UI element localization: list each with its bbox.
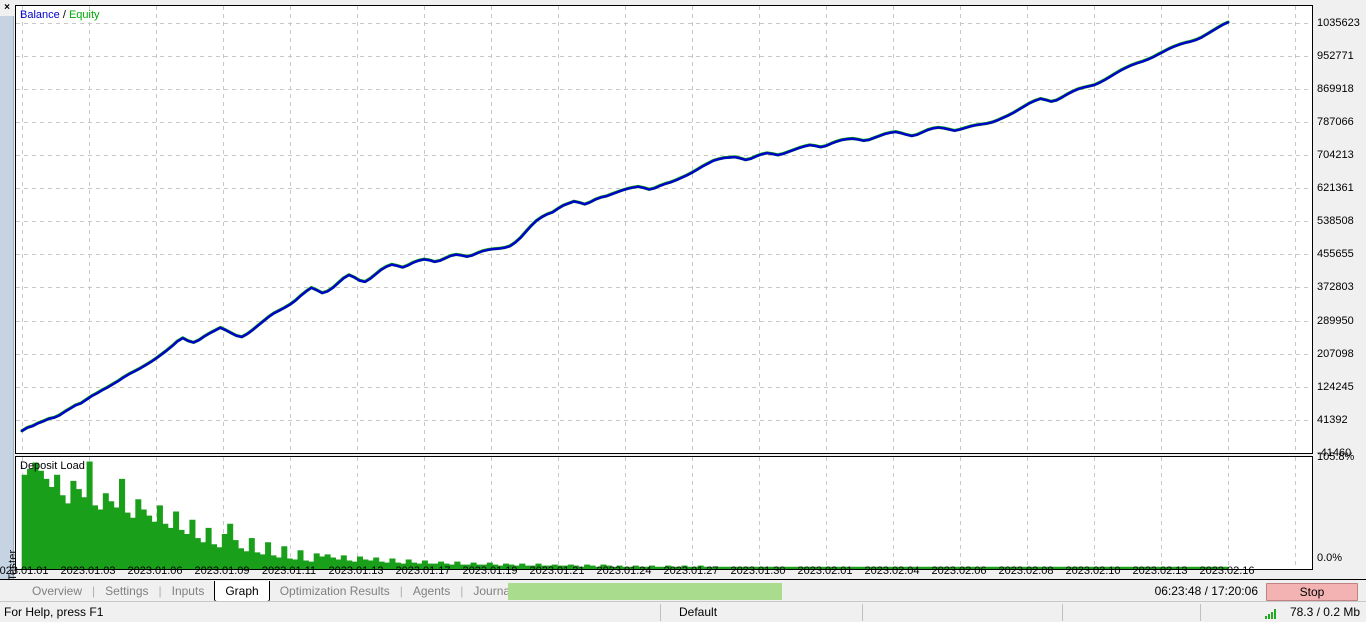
price-scale-label: -41460	[1317, 447, 1352, 459]
deposit-load-plot-svg	[21, 457, 1296, 569]
date-axis-label: 2023.01.06	[127, 565, 183, 577]
date-axis-label: 2023.01.13	[328, 565, 384, 577]
chart-region: Balance / Equity Deposit Load	[15, 5, 1313, 570]
tab-separator: |	[158, 584, 162, 598]
date-axis-label: 2023.02.13	[1132, 565, 1188, 577]
status-divider	[862, 604, 863, 621]
tab-journal[interactable]: Journal	[473, 584, 513, 598]
date-axis-label: 2023.01.17	[395, 565, 451, 577]
tab-agents[interactable]: Agents	[412, 584, 451, 598]
status-help-text: For Help, press F1	[4, 605, 104, 619]
price-scale-label: 124245	[1317, 380, 1354, 393]
price-scale-label: 1035623	[1317, 16, 1360, 29]
series-balance	[20, 21, 1230, 432]
deposit-load-label: Deposit Load	[20, 460, 85, 472]
progress-bar	[508, 583, 1211, 600]
status-bar: For Help, press F1 Default 78.3 / 0.2 Mb	[0, 601, 1366, 622]
date-axis-label: 2023.01.03	[60, 565, 116, 577]
date-axis-label: 2023.01.01	[0, 565, 49, 577]
date-axis-label: 2023.01.30	[730, 565, 786, 577]
date-axis-label: 2023.01.21	[529, 565, 585, 577]
status-memory-label: 78.3 / 0.2 Mb	[1289, 605, 1360, 619]
date-axis-label: 2023.02.04	[864, 565, 920, 577]
signal-bars-icon	[1265, 608, 1278, 619]
price-scale-label: 289950	[1317, 314, 1354, 327]
date-axis-label: 2023.02.06	[931, 565, 987, 577]
tab-inputs[interactable]: Inputs	[171, 584, 205, 598]
date-axis-label: 2023.02.08	[998, 565, 1054, 577]
date-axis-label: 2023.02.01	[797, 565, 853, 577]
chart-legend: Balance / Equity	[20, 9, 100, 21]
price-scale-label: 704213	[1317, 149, 1354, 161]
date-axis-label: 2023.02.16	[1199, 565, 1255, 577]
panel-dock-strip: × Strategy Tester	[0, 0, 19, 622]
status-profile-label: Default	[679, 605, 718, 619]
price-scale-label: 538508	[1317, 215, 1354, 228]
date-axis[interactable]: 2023.01.01 2023.01.03 2023.01.06 2023.01.09…	[0, 565, 1313, 579]
deposit-load-scale-label-min: 0.0%	[1317, 552, 1343, 564]
date-axis-label: 2023.01.09	[194, 565, 250, 577]
date-axis-label: 2023.02.10	[1065, 565, 1121, 577]
price-scale-label: 621361	[1317, 182, 1354, 195]
status-divider	[660, 604, 661, 621]
date-axis-label: 2023.01.27	[663, 565, 719, 577]
legend-equity-label: Equity	[68, 9, 100, 21]
status-divider	[1062, 604, 1063, 621]
tab-optimization-results[interactable]: Optimization Results	[279, 584, 390, 598]
date-axis-label: 2023.01.19	[462, 565, 518, 577]
price-scale-label: 41392	[1317, 413, 1348, 426]
legend-separator: /	[62, 9, 66, 21]
tab-separator: |	[460, 584, 464, 598]
deposit-load-chart[interactable]: Deposit Load	[15, 456, 1313, 570]
deposit-load-scale-label-max: 105.8%	[1317, 451, 1355, 463]
progress-bar-fill	[508, 583, 783, 600]
price-scale-label: 207098	[1317, 347, 1354, 360]
price-scale-label: 869918	[1317, 82, 1354, 95]
price-scale-label: 372803	[1317, 281, 1354, 294]
tester-tabs: Overview | Settings | Inputs Graph Optimizatio…	[22, 581, 523, 602]
elapsed-timer: 06:23:48 / 17:20:06	[1154, 584, 1258, 598]
stop-button[interactable]: Stop	[1266, 583, 1358, 601]
deposit-load-area	[21, 461, 1229, 569]
balance-equity-plot-svg	[16, 6, 1312, 453]
date-axis-label: 2023.01.11	[261, 565, 317, 577]
tab-settings[interactable]: Settings	[105, 584, 149, 598]
price-scale-label: 787066	[1317, 115, 1354, 128]
tab-overview[interactable]: Overview	[32, 584, 83, 598]
close-icon[interactable]: ×	[0, 0, 14, 16]
tab-separator: |	[399, 584, 403, 598]
price-scale-label: 952771	[1317, 49, 1354, 62]
deposit-load-scale[interactable]: 105.8% 0.0%	[1313, 451, 1366, 565]
balance-equity-chart[interactable]: Balance / Equity	[15, 5, 1313, 454]
price-scale[interactable]: 1035623 952771 869918 787066 704213 621361 538…	[1313, 5, 1366, 459]
status-divider	[1200, 604, 1201, 621]
tab-separator: |	[92, 584, 96, 598]
tab-graph[interactable]: Graph	[214, 581, 270, 602]
date-axis-label: 2023.01.24	[596, 565, 652, 577]
price-scale-label: 455655	[1317, 248, 1354, 261]
tester-tabbar: Overview | Settings | Inputs Graph Optimizatio…	[0, 579, 1366, 602]
legend-balance-label: Balance	[20, 9, 60, 21]
